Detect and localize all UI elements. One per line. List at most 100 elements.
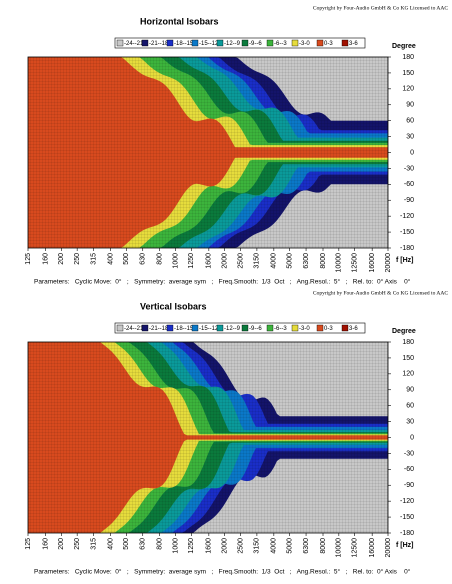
legend-swatch [341, 39, 349, 47]
y-tick-label: -180 [400, 245, 414, 252]
x-tick-label: 125 [25, 253, 32, 265]
x-tick-label: 12500 [352, 253, 359, 273]
y-tick-label: 0 [410, 149, 414, 156]
legend-label: -15--12 [199, 41, 219, 47]
y-tick-label: 60 [406, 403, 414, 410]
legend-label: -21--18 [149, 326, 169, 332]
legend-label: -21--18 [149, 41, 169, 47]
x-tick-label: 125 [25, 538, 32, 550]
legend-swatch [291, 324, 299, 332]
copyright: Copyright by Four-Audio GmbH & Co KG Lic… [313, 290, 448, 296]
y-tick-label: 90 [406, 102, 414, 109]
y-tick-label: 150 [402, 355, 414, 362]
legend-box [114, 37, 366, 49]
legend-label: -9--6 [249, 41, 262, 47]
legend-swatch [316, 39, 324, 47]
legend-label: -18--15 [174, 326, 194, 332]
legend-label: 0-3 [324, 41, 333, 47]
x-tick-label: 250 [74, 538, 81, 550]
legend-label: -6--3 [274, 41, 287, 47]
legend-swatch [166, 324, 174, 332]
legend-swatch [141, 39, 149, 47]
x-tick-label: 8000 [320, 253, 327, 269]
x-tick-label: 160 [42, 253, 49, 265]
x-tick-label: 500 [123, 253, 130, 265]
x-tick-label: 2000 [222, 253, 229, 269]
x-tick-label: 630 [140, 538, 147, 550]
y-tick-label: -150 [400, 229, 414, 236]
x-tick-label: 2500 [237, 253, 244, 269]
y-axis-label: Degree [392, 328, 416, 335]
legend-swatch [316, 324, 324, 332]
legend-label: -18--15 [174, 41, 194, 47]
x-tick-label: 10000 [336, 253, 343, 273]
x-tick-label: 1000 [172, 253, 179, 269]
x-tick-label: 16000 [369, 253, 376, 273]
legend-label: -9--6 [249, 326, 262, 332]
y-tick-label: -180 [400, 530, 414, 537]
legend-swatch [191, 324, 199, 332]
legend-swatch [341, 324, 349, 332]
x-tick-label: 315 [90, 538, 97, 550]
x-tick-label: 3150 [254, 253, 261, 269]
hatch [28, 342, 388, 533]
copyright: Copyright by Four-Audio GmbH & Co KG Lic… [313, 5, 448, 11]
legend-swatch [266, 324, 274, 332]
x-tick-label: 500 [123, 538, 130, 550]
x-tick-label: 20000 [385, 253, 392, 273]
y-tick-label: -60 [404, 181, 414, 188]
y-tick-label: -90 [404, 197, 414, 204]
y-tick-label: -60 [404, 466, 414, 473]
y-tick-label: 60 [406, 118, 414, 125]
y-tick-label: 30 [406, 418, 414, 425]
y-tick-label: 150 [402, 70, 414, 77]
chart-title: Vertical Isobars [140, 301, 207, 311]
x-tick-label: 160 [42, 538, 49, 550]
legend-label: 3-6 [349, 326, 358, 332]
x-tick-label: 315 [90, 253, 97, 265]
x-axis-label: f [Hz] [396, 257, 414, 264]
x-tick-label: 1000 [172, 538, 179, 554]
legend-label: -12--9 [224, 326, 241, 332]
plot-area [28, 57, 388, 248]
x-tick-label: 630 [140, 253, 147, 265]
x-tick-label: 1600 [206, 538, 213, 554]
x-tick-label: 2000 [222, 538, 229, 554]
legend-label: 0-3 [324, 326, 333, 332]
y-tick-label: 180 [402, 54, 414, 61]
y-tick-label: 0 [410, 434, 414, 441]
x-tick-label: 5000 [287, 253, 294, 269]
x-tick-label: 1600 [206, 253, 213, 269]
parameters: Parameters: Cyclic Move: 0° ; Symmetry: … [34, 278, 411, 286]
legend-swatch [291, 39, 299, 47]
x-tick-label: 1250 [188, 253, 195, 269]
legend-swatch [191, 39, 199, 47]
y-tick-label: -30 [404, 450, 414, 457]
x-tick-label: 200 [58, 253, 65, 265]
x-tick-label: 6300 [303, 253, 310, 269]
legend-label: -3-0 [299, 41, 310, 47]
x-tick-label: 400 [107, 538, 114, 550]
x-tick-label: 200 [58, 538, 65, 550]
legend-swatch [216, 39, 224, 47]
x-tick-label: 20000 [385, 538, 392, 558]
x-tick-label: 6300 [303, 538, 310, 554]
x-tick-label: 4000 [271, 538, 278, 554]
x-tick-label: 5000 [287, 538, 294, 554]
y-tick-label: -90 [404, 482, 414, 489]
x-tick-label: 800 [157, 253, 164, 265]
legend-label: -6--3 [274, 326, 287, 332]
legend-swatch [241, 39, 249, 47]
y-tick-label: -120 [400, 498, 414, 505]
y-tick-label: 120 [402, 371, 414, 378]
x-tick-label: 1250 [188, 538, 195, 554]
legend-label: -12--9 [224, 41, 241, 47]
plot-area [28, 342, 388, 533]
x-tick-label: 400 [107, 253, 114, 265]
legend-swatch [216, 324, 224, 332]
x-tick-label: 250 [74, 253, 81, 265]
x-tick-label: 8000 [320, 538, 327, 554]
y-tick-label: 180 [402, 339, 414, 346]
y-axis-label: Degree [392, 43, 416, 50]
